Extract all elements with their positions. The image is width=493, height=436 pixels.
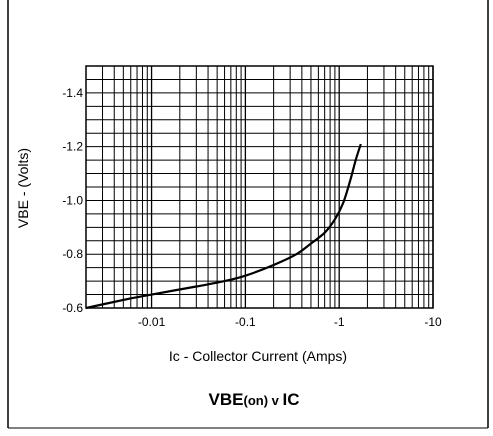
y-tick-label: -0.6 <box>62 301 83 315</box>
x-tick-label: -10 <box>424 315 442 329</box>
y-tick-labels: -0.6 -0.8 -1.0 -1.2 -1.4 <box>62 86 83 315</box>
y-tick-label: -0.8 <box>62 247 83 261</box>
plot-area <box>85 65 434 309</box>
chart-title-middle: (on) v <box>243 393 282 408</box>
y-axis-label: VBE - (Volts) <box>15 148 31 228</box>
x-tick-label: -1 <box>334 315 345 329</box>
x-tick-labels: -0.01 -0.1 -1 -10 <box>138 315 442 329</box>
y-tick-label: -1.2 <box>62 140 83 154</box>
y-tick-label: -1.0 <box>62 193 83 207</box>
x-tick-label: -0.01 <box>138 315 166 329</box>
y-tick-label: -1.4 <box>62 86 83 100</box>
series-line <box>85 143 362 310</box>
chart-title-vbe: VBE <box>209 390 244 409</box>
x-tick-label: -0.1 <box>235 315 256 329</box>
chart-title-ic: IC <box>282 390 299 409</box>
x-axis-label: Ic - Collector Current (Amps) <box>169 348 347 364</box>
chart-title: VBE(on) v IC <box>209 390 300 409</box>
